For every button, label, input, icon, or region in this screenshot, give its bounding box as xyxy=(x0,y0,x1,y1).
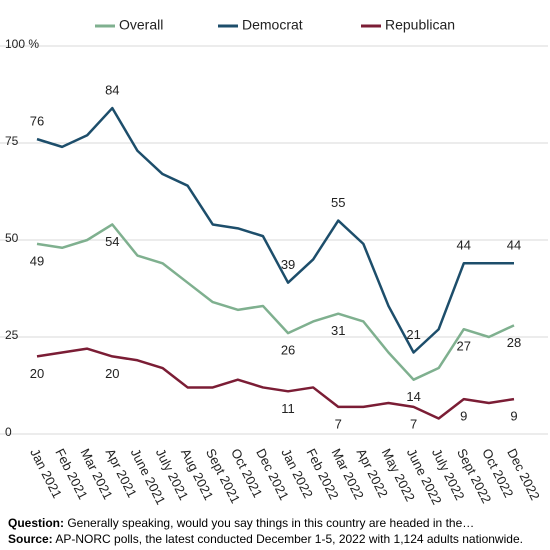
legend-label: Democrat xyxy=(242,17,303,33)
data-label: 44 xyxy=(457,238,471,253)
data-label: 21 xyxy=(406,327,420,342)
question-text: Generally speaking, would you say things… xyxy=(67,516,475,530)
data-label: 84 xyxy=(105,83,119,98)
source-label: Source: xyxy=(8,532,53,546)
data-label: 9 xyxy=(460,409,467,424)
question-label: Question: xyxy=(8,516,64,530)
legend-label: Overall xyxy=(119,17,163,33)
data-label: 44 xyxy=(507,238,521,253)
data-label: 26 xyxy=(281,343,295,358)
data-label: 55 xyxy=(331,195,345,210)
footer: Question: Generally speaking, would you … xyxy=(8,515,548,547)
data-label: 7 xyxy=(335,416,342,431)
question: Question: Generally speaking, would you … xyxy=(8,515,548,531)
series-line xyxy=(36,347,515,420)
data-label: 7 xyxy=(410,416,417,431)
y-tick-label: 50 xyxy=(5,231,19,245)
data-label: 54 xyxy=(105,234,119,249)
data-label: 20 xyxy=(30,366,44,381)
data-label: 9 xyxy=(510,409,517,424)
y-tick-label: 0 xyxy=(5,425,12,439)
data-label: 20 xyxy=(105,366,119,381)
data-label: 28 xyxy=(507,335,521,350)
data-label: 27 xyxy=(457,339,471,354)
source: Source: AP-NORC polls, the latest conduc… xyxy=(8,531,548,547)
data-label: 76 xyxy=(30,114,44,129)
series-line xyxy=(36,223,515,381)
data-label: 14 xyxy=(406,389,420,404)
data-label: 11 xyxy=(281,401,295,416)
data-label: 31 xyxy=(331,323,345,338)
source-text: AP-NORC polls, the latest conducted Dece… xyxy=(55,532,523,546)
data-label: 49 xyxy=(30,253,44,268)
series-line xyxy=(36,106,514,354)
y-tick-label: 75 xyxy=(5,134,19,148)
y-tick-label: 100 % xyxy=(5,37,39,51)
data-label: 39 xyxy=(281,257,295,272)
y-tick-label: 25 xyxy=(5,328,19,342)
legend-label: Republican xyxy=(385,17,455,33)
